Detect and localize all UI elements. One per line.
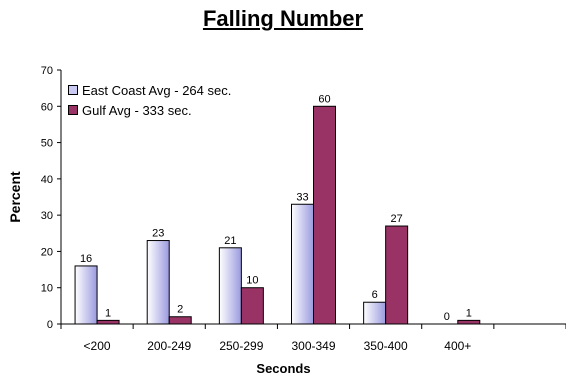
x-tick-label: <200 — [84, 339, 111, 353]
legend-swatch-east — [68, 85, 78, 95]
bar-east-coast — [74, 265, 98, 325]
bar-gulf — [457, 319, 481, 325]
bar-gulf — [168, 316, 192, 325]
data-label-gulf: 1 — [105, 307, 111, 319]
chart-title: Falling Number — [202, 6, 364, 31]
data-label-gulf: 1 — [466, 307, 472, 319]
y-tick-label: 30 — [41, 210, 53, 222]
y-tick-label: 20 — [41, 246, 53, 258]
bar-gulf — [313, 105, 336, 325]
bar-east-coast — [291, 203, 314, 325]
data-label-gulf: 2 — [177, 304, 183, 316]
bar-east-coast — [146, 240, 170, 325]
data-label-gulf: 27 — [391, 213, 403, 225]
data-label-east-coast: 23 — [152, 228, 164, 240]
y-tick-label: 40 — [41, 174, 53, 186]
y-axis-title: Percent — [7, 171, 23, 223]
y-tick-label: 70 — [41, 65, 53, 77]
bar-east-coast — [218, 247, 242, 325]
x-tick-label: 250-299 — [219, 339, 263, 353]
legend-label-gulf: Gulf Avg - 333 sec. — [82, 102, 192, 118]
data-label-gulf: 10 — [246, 275, 258, 287]
data-label-east-coast: 0 — [444, 311, 450, 323]
bar-east-coast — [363, 301, 387, 325]
legend-swatch-gulf — [68, 105, 78, 115]
legend: East Coast Avg - 264 sec. Gulf Avg - 333… — [68, 80, 231, 120]
legend-label-east: East Coast Avg - 264 sec. — [82, 82, 232, 98]
data-label-east-coast: 16 — [80, 253, 92, 265]
x-tick-label: 350-400 — [364, 339, 408, 353]
x-tick-label: 300-349 — [291, 339, 335, 353]
bar-gulf — [96, 319, 120, 325]
y-tick-label: 0 — [47, 319, 53, 331]
data-label-east-coast: 33 — [296, 191, 308, 203]
bar-gulf — [385, 225, 409, 325]
x-axis-title: Seconds — [256, 361, 310, 376]
legend-item-gulf: Gulf Avg - 333 sec. — [68, 100, 231, 120]
data-label-gulf: 60 — [318, 93, 330, 105]
x-tick-label: 200-249 — [147, 339, 191, 353]
legend-item-east: East Coast Avg - 264 sec. — [68, 80, 231, 100]
x-tick-label: 400+ — [444, 339, 471, 353]
bar-gulf — [240, 287, 264, 325]
y-tick-label: 10 — [41, 283, 53, 295]
data-label-east-coast: 6 — [372, 289, 378, 301]
y-tick-label: 50 — [41, 138, 53, 150]
data-label-east-coast: 21 — [224, 235, 236, 247]
y-tick-label: 60 — [41, 101, 53, 113]
